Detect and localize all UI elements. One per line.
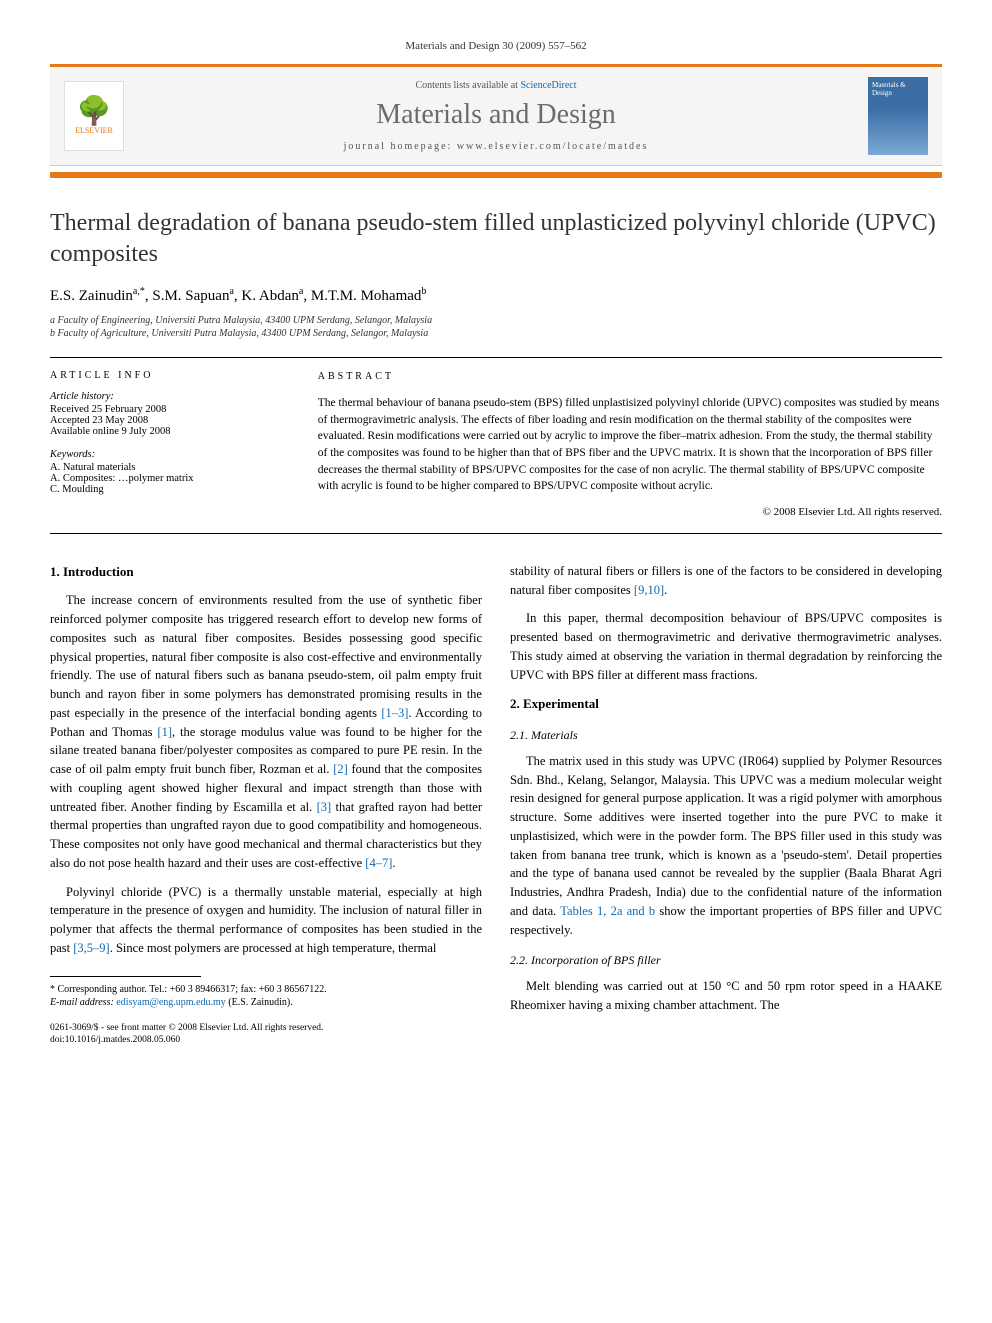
author-2: S.M. Sapuan bbox=[152, 288, 229, 304]
accent-bar bbox=[50, 172, 942, 178]
journal-cover-thumbnail: Materials & Design bbox=[868, 77, 928, 155]
footnote-email-line: E-mail address: edisyam@eng.upm.edu.my (… bbox=[50, 996, 482, 1010]
affiliations: a Faculty of Engineering, Universiti Put… bbox=[50, 315, 942, 339]
doi-block: 0261-3069/$ - see front matter © 2008 El… bbox=[50, 1022, 482, 1047]
keyword-2: A. Composites: …polymer matrix bbox=[50, 473, 286, 484]
ref-2[interactable]: [2] bbox=[333, 762, 348, 776]
page: Materials and Design 30 (2009) 557–562 🌳… bbox=[0, 0, 992, 1086]
ref-1[interactable]: [1] bbox=[157, 725, 172, 739]
author-2-sup: a bbox=[229, 286, 233, 297]
incorporation-para: Melt blending was carried out at 150 °C … bbox=[510, 977, 942, 1015]
contents-line: Contents lists available at ScienceDirec… bbox=[124, 80, 868, 91]
article-info-heading: ARTICLE INFO bbox=[50, 370, 286, 381]
publisher-name: ELSEVIER bbox=[75, 126, 113, 135]
elsevier-tree-icon: 🌳 bbox=[77, 98, 112, 126]
keywords-block: Keywords: A. Natural materials A. Compos… bbox=[50, 449, 286, 495]
intro-para-1: The increase concern of environments res… bbox=[50, 591, 482, 872]
journal-name: Materials and Design bbox=[124, 99, 868, 131]
journal-header: 🌳 ELSEVIER Contents lists available at S… bbox=[50, 64, 942, 166]
ref-tables[interactable]: Tables 1, 2a and b bbox=[560, 904, 655, 918]
author-3-sup: a bbox=[299, 286, 303, 297]
journal-homepage: journal homepage: www.elsevier.com/locat… bbox=[124, 141, 868, 152]
keyword-3: C. Moulding bbox=[50, 484, 286, 495]
keywords-head: Keywords: bbox=[50, 449, 286, 460]
doi: doi:10.1016/j.matdes.2008.05.060 bbox=[50, 1034, 482, 1046]
author-4: M.T.M. Mohamad bbox=[311, 288, 422, 304]
footnote-separator bbox=[50, 976, 201, 977]
affiliation-a: a Faculty of Engineering, Universiti Put… bbox=[50, 315, 942, 326]
front-matter: 0261-3069/$ - see front matter © 2008 El… bbox=[50, 1022, 482, 1034]
cover-text: Materials & Design bbox=[872, 81, 906, 97]
elsevier-logo: 🌳 ELSEVIER bbox=[64, 81, 124, 151]
header-center: Contents lists available at ScienceDirec… bbox=[124, 80, 868, 152]
footnote-tel: * Corresponding author. Tel.: +60 3 8946… bbox=[50, 983, 482, 997]
abstract-copyright: © 2008 Elsevier Ltd. All rights reserved… bbox=[318, 505, 942, 521]
email-link[interactable]: edisyam@eng.upm.edu.my bbox=[116, 997, 225, 1008]
keyword-1: A. Natural materials bbox=[50, 462, 286, 473]
contents-prefix: Contents lists available at bbox=[415, 80, 520, 91]
history-block: Article history: Received 25 February 20… bbox=[50, 391, 286, 437]
sciencedirect-link[interactable]: ScienceDirect bbox=[520, 80, 576, 91]
right-column: stability of natural fibers or fillers i… bbox=[510, 562, 942, 1046]
left-column: 1. Introduction The increase concern of … bbox=[50, 562, 482, 1046]
intro-para-2-cont: stability of natural fibers or fillers i… bbox=[510, 562, 942, 600]
ref-9-10[interactable]: [9,10] bbox=[634, 583, 664, 597]
abstract-text: The thermal behaviour of banana pseudo-s… bbox=[318, 395, 942, 495]
author-1: E.S. Zainudin bbox=[50, 288, 133, 304]
intro-para-3: In this paper, thermal decomposition beh… bbox=[510, 609, 942, 684]
ref-3[interactable]: [3] bbox=[317, 800, 332, 814]
incorporation-heading: 2.2. Incorporation of BPS filler bbox=[510, 951, 942, 969]
abstract: ABSTRACT The thermal behaviour of banana… bbox=[300, 358, 942, 532]
online-date: Available online 9 July 2008 bbox=[50, 426, 286, 437]
citation-line: Materials and Design 30 (2009) 557–562 bbox=[50, 40, 942, 52]
ref-1-3[interactable]: [1–3] bbox=[381, 706, 408, 720]
affiliation-b: b Faculty of Agriculture, Universiti Put… bbox=[50, 328, 942, 339]
author-4-sup: b bbox=[421, 286, 426, 297]
intro-heading: 1. Introduction bbox=[50, 562, 482, 582]
author-1-sup: a,* bbox=[133, 286, 145, 297]
author-3: K. Abdan bbox=[241, 288, 299, 304]
intro-para-2: Polyvinyl chloride (PVC) is a thermally … bbox=[50, 883, 482, 958]
received-date: Received 25 February 2008 bbox=[50, 404, 286, 415]
ref-4-7[interactable]: [4–7] bbox=[365, 856, 392, 870]
article-title: Thermal degradation of banana pseudo-ste… bbox=[50, 208, 942, 270]
history-head: Article history: bbox=[50, 391, 286, 402]
info-abstract-row: ARTICLE INFO Article history: Received 2… bbox=[50, 357, 942, 533]
article-info: ARTICLE INFO Article history: Received 2… bbox=[50, 358, 300, 532]
authors-line: E.S. Zainudina,*, S.M. Sapuana, K. Abdan… bbox=[50, 286, 942, 305]
experimental-heading: 2. Experimental bbox=[510, 694, 942, 714]
materials-heading: 2.1. Materials bbox=[510, 726, 942, 744]
corresponding-footnote: * Corresponding author. Tel.: +60 3 8946… bbox=[50, 983, 482, 1010]
ref-3-5-9[interactable]: [3,5–9] bbox=[73, 941, 109, 955]
body-columns: 1. Introduction The increase concern of … bbox=[50, 562, 942, 1046]
materials-para: The matrix used in this study was UPVC (… bbox=[510, 752, 942, 940]
abstract-heading: ABSTRACT bbox=[318, 370, 942, 385]
accepted-date: Accepted 23 May 2008 bbox=[50, 415, 286, 426]
